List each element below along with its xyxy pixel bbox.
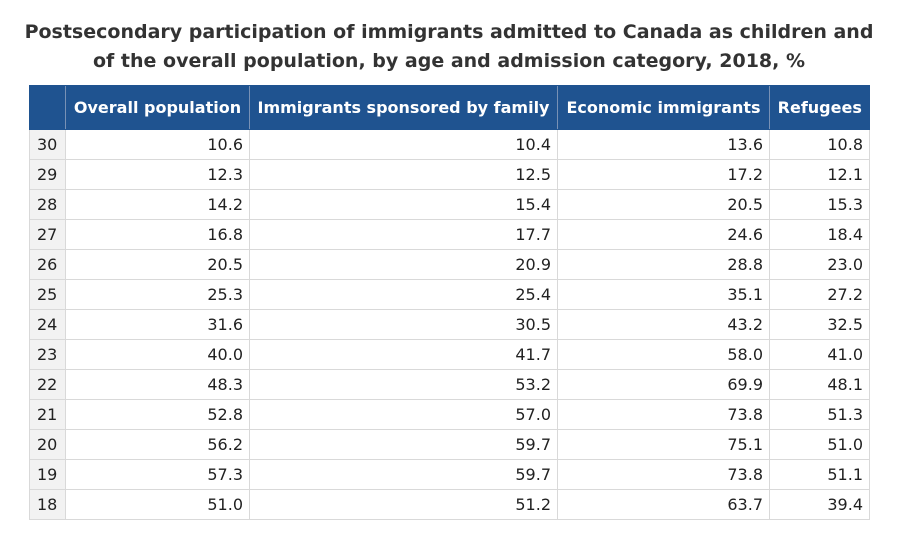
table-cell: 63.7: [557, 489, 770, 520]
table-cell: 39.4: [769, 489, 870, 520]
row-label-age: 21: [29, 399, 66, 430]
table-cell: 16.8: [65, 219, 250, 250]
table-cell: 41.7: [249, 339, 558, 370]
table-cell: 12.1: [769, 159, 870, 190]
table-cell: 43.2: [557, 309, 770, 340]
table-cell: 58.0: [557, 339, 770, 370]
table-row: 27 16.8 17.7 24.6 18.4: [29, 219, 870, 250]
table-cell: 51.1: [769, 459, 870, 490]
header-overall-population: Overall population: [65, 85, 250, 130]
table-cell: 51.3: [769, 399, 870, 430]
table-cell: 32.5: [769, 309, 870, 340]
table-cell: 10.8: [769, 129, 870, 160]
table-cell: 27.2: [769, 279, 870, 310]
table-cell: 14.2: [65, 189, 250, 220]
table-cell: 17.2: [557, 159, 770, 190]
table-cell: 53.2: [249, 369, 558, 400]
table-cell: 73.8: [557, 399, 770, 430]
row-label-age: 26: [29, 249, 66, 280]
table-cell: 51.0: [769, 429, 870, 460]
row-label-age: 18: [29, 489, 66, 520]
table-cell: 25.4: [249, 279, 558, 310]
header-row: Overall population Immigrants sponsored …: [29, 85, 870, 130]
table-cell: 20.5: [557, 189, 770, 220]
table-cell: 18.4: [769, 219, 870, 250]
row-label-age: 25: [29, 279, 66, 310]
row-label-age: 19: [29, 459, 66, 490]
table-row: 18 51.0 51.2 63.7 39.4: [29, 489, 870, 520]
row-label-age: 22: [29, 369, 66, 400]
row-label-age: 28: [29, 189, 66, 220]
table-row: 24 31.6 30.5 43.2 32.5: [29, 309, 870, 340]
table-row: 25 25.3 25.4 35.1 27.2: [29, 279, 870, 310]
header-refugees: Refugees: [769, 85, 870, 130]
data-table: Overall population Immigrants sponsored …: [29, 85, 870, 520]
table-row: 29 12.3 12.5 17.2 12.1: [29, 159, 870, 190]
table-cell: 24.6: [557, 219, 770, 250]
table-row: 22 48.3 53.2 69.9 48.1: [29, 369, 870, 400]
table-cell: 57.3: [65, 459, 250, 490]
table-cell: 48.1: [769, 369, 870, 400]
table-row: 21 52.8 57.0 73.8 51.3: [29, 399, 870, 430]
row-label-age: 23: [29, 339, 66, 370]
table-cell: 73.8: [557, 459, 770, 490]
table-cell: 51.0: [65, 489, 250, 520]
table-cell: 10.4: [249, 129, 558, 160]
table-cell: 13.6: [557, 129, 770, 160]
row-label-age: 29: [29, 159, 66, 190]
table-cell: 15.4: [249, 189, 558, 220]
row-label-age: 20: [29, 429, 66, 460]
table-row: 26 20.5 20.9 28.8 23.0: [29, 249, 870, 280]
table-cell: 69.9: [557, 369, 770, 400]
table-cell: 12.3: [65, 159, 250, 190]
row-label-age: 27: [29, 219, 66, 250]
table-cell: 48.3: [65, 369, 250, 400]
table-cell: 41.0: [769, 339, 870, 370]
table-row: 19 57.3 59.7 73.8 51.1: [29, 459, 870, 490]
table-cell: 20.5: [65, 249, 250, 280]
table-row: 20 56.2 59.7 75.1 51.0: [29, 429, 870, 460]
row-label-age: 30: [29, 129, 66, 160]
header-immigrants-sponsored-by-family: Immigrants sponsored by family: [249, 85, 558, 130]
table-cell: 52.8: [65, 399, 250, 430]
table-cell: 35.1: [557, 279, 770, 310]
table-title: Postsecondary participation of immigrant…: [24, 21, 874, 72]
table-cell: 56.2: [65, 429, 250, 460]
row-label-age: 24: [29, 309, 66, 340]
header-economic-immigrants: Economic immigrants: [557, 85, 770, 130]
table-cell: 40.0: [65, 339, 250, 370]
table-cell: 51.2: [249, 489, 558, 520]
table-cell: 23.0: [769, 249, 870, 280]
table-body: 30 10.6 10.4 13.6 10.8 29 12.3 12.5 17.2 12.1 28 14…: [29, 129, 870, 520]
table-cell: 28.8: [557, 249, 770, 280]
table-cell: 15.3: [769, 189, 870, 220]
table-cell: 30.5: [249, 309, 558, 340]
table-row: 30 10.6 10.4 13.6 10.8: [29, 129, 870, 160]
table-cell: 59.7: [249, 429, 558, 460]
table-row: 28 14.2 15.4 20.5 15.3: [29, 189, 870, 220]
header-corner: [29, 85, 66, 130]
table-cell: 75.1: [557, 429, 770, 460]
table-cell: 59.7: [249, 459, 558, 490]
table-cell: 10.6: [65, 129, 250, 160]
table-cell: 31.6: [65, 309, 250, 340]
table-cell: 25.3: [65, 279, 250, 310]
table-cell: 57.0: [249, 399, 558, 430]
table-cell: 17.7: [249, 219, 558, 250]
table-cell: 12.5: [249, 159, 558, 190]
table-cell: 20.9: [249, 249, 558, 280]
table-row: 23 40.0 41.7 58.0 41.0: [29, 339, 870, 370]
